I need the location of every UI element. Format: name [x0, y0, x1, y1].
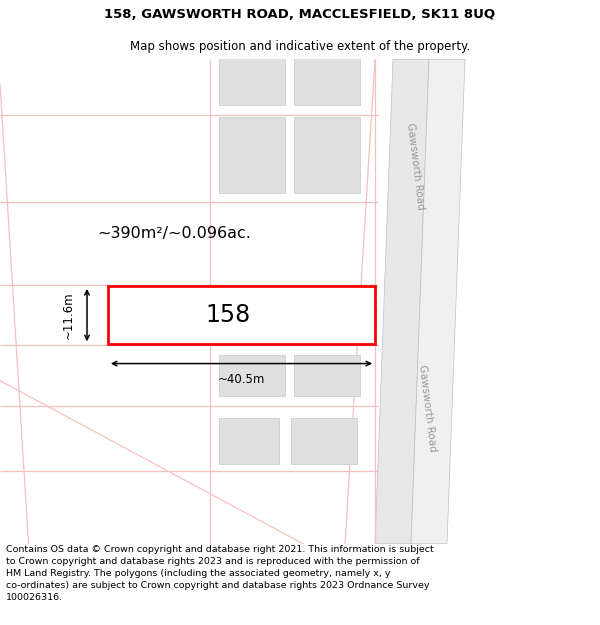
Polygon shape	[375, 59, 429, 544]
Bar	[108, 286, 375, 344]
Bar	[294, 118, 360, 192]
Bar	[219, 118, 285, 192]
Polygon shape	[411, 59, 465, 544]
Bar	[219, 32, 285, 106]
Text: Contains OS data © Crown copyright and database right 2021. This information is : Contains OS data © Crown copyright and d…	[6, 546, 434, 602]
Text: ~390m²/~0.096ac.: ~390m²/~0.096ac.	[97, 226, 251, 241]
Text: 158, GAWSWORTH ROAD, MACCLESFIELD, SK11 8UQ: 158, GAWSWORTH ROAD, MACCLESFIELD, SK11 …	[104, 8, 496, 21]
Text: 158: 158	[206, 303, 251, 327]
Bar	[294, 32, 360, 106]
Text: ~40.5m: ~40.5m	[218, 372, 265, 386]
Text: ~11.6m: ~11.6m	[61, 291, 74, 339]
Bar	[219, 355, 285, 396]
Bar	[219, 418, 279, 464]
Text: Gawsworth Road: Gawsworth Road	[417, 364, 437, 452]
Text: Gawsworth Road: Gawsworth Road	[405, 122, 425, 210]
Text: Map shows position and indicative extent of the property.: Map shows position and indicative extent…	[130, 40, 470, 52]
Bar	[291, 418, 357, 464]
Bar	[294, 355, 360, 396]
